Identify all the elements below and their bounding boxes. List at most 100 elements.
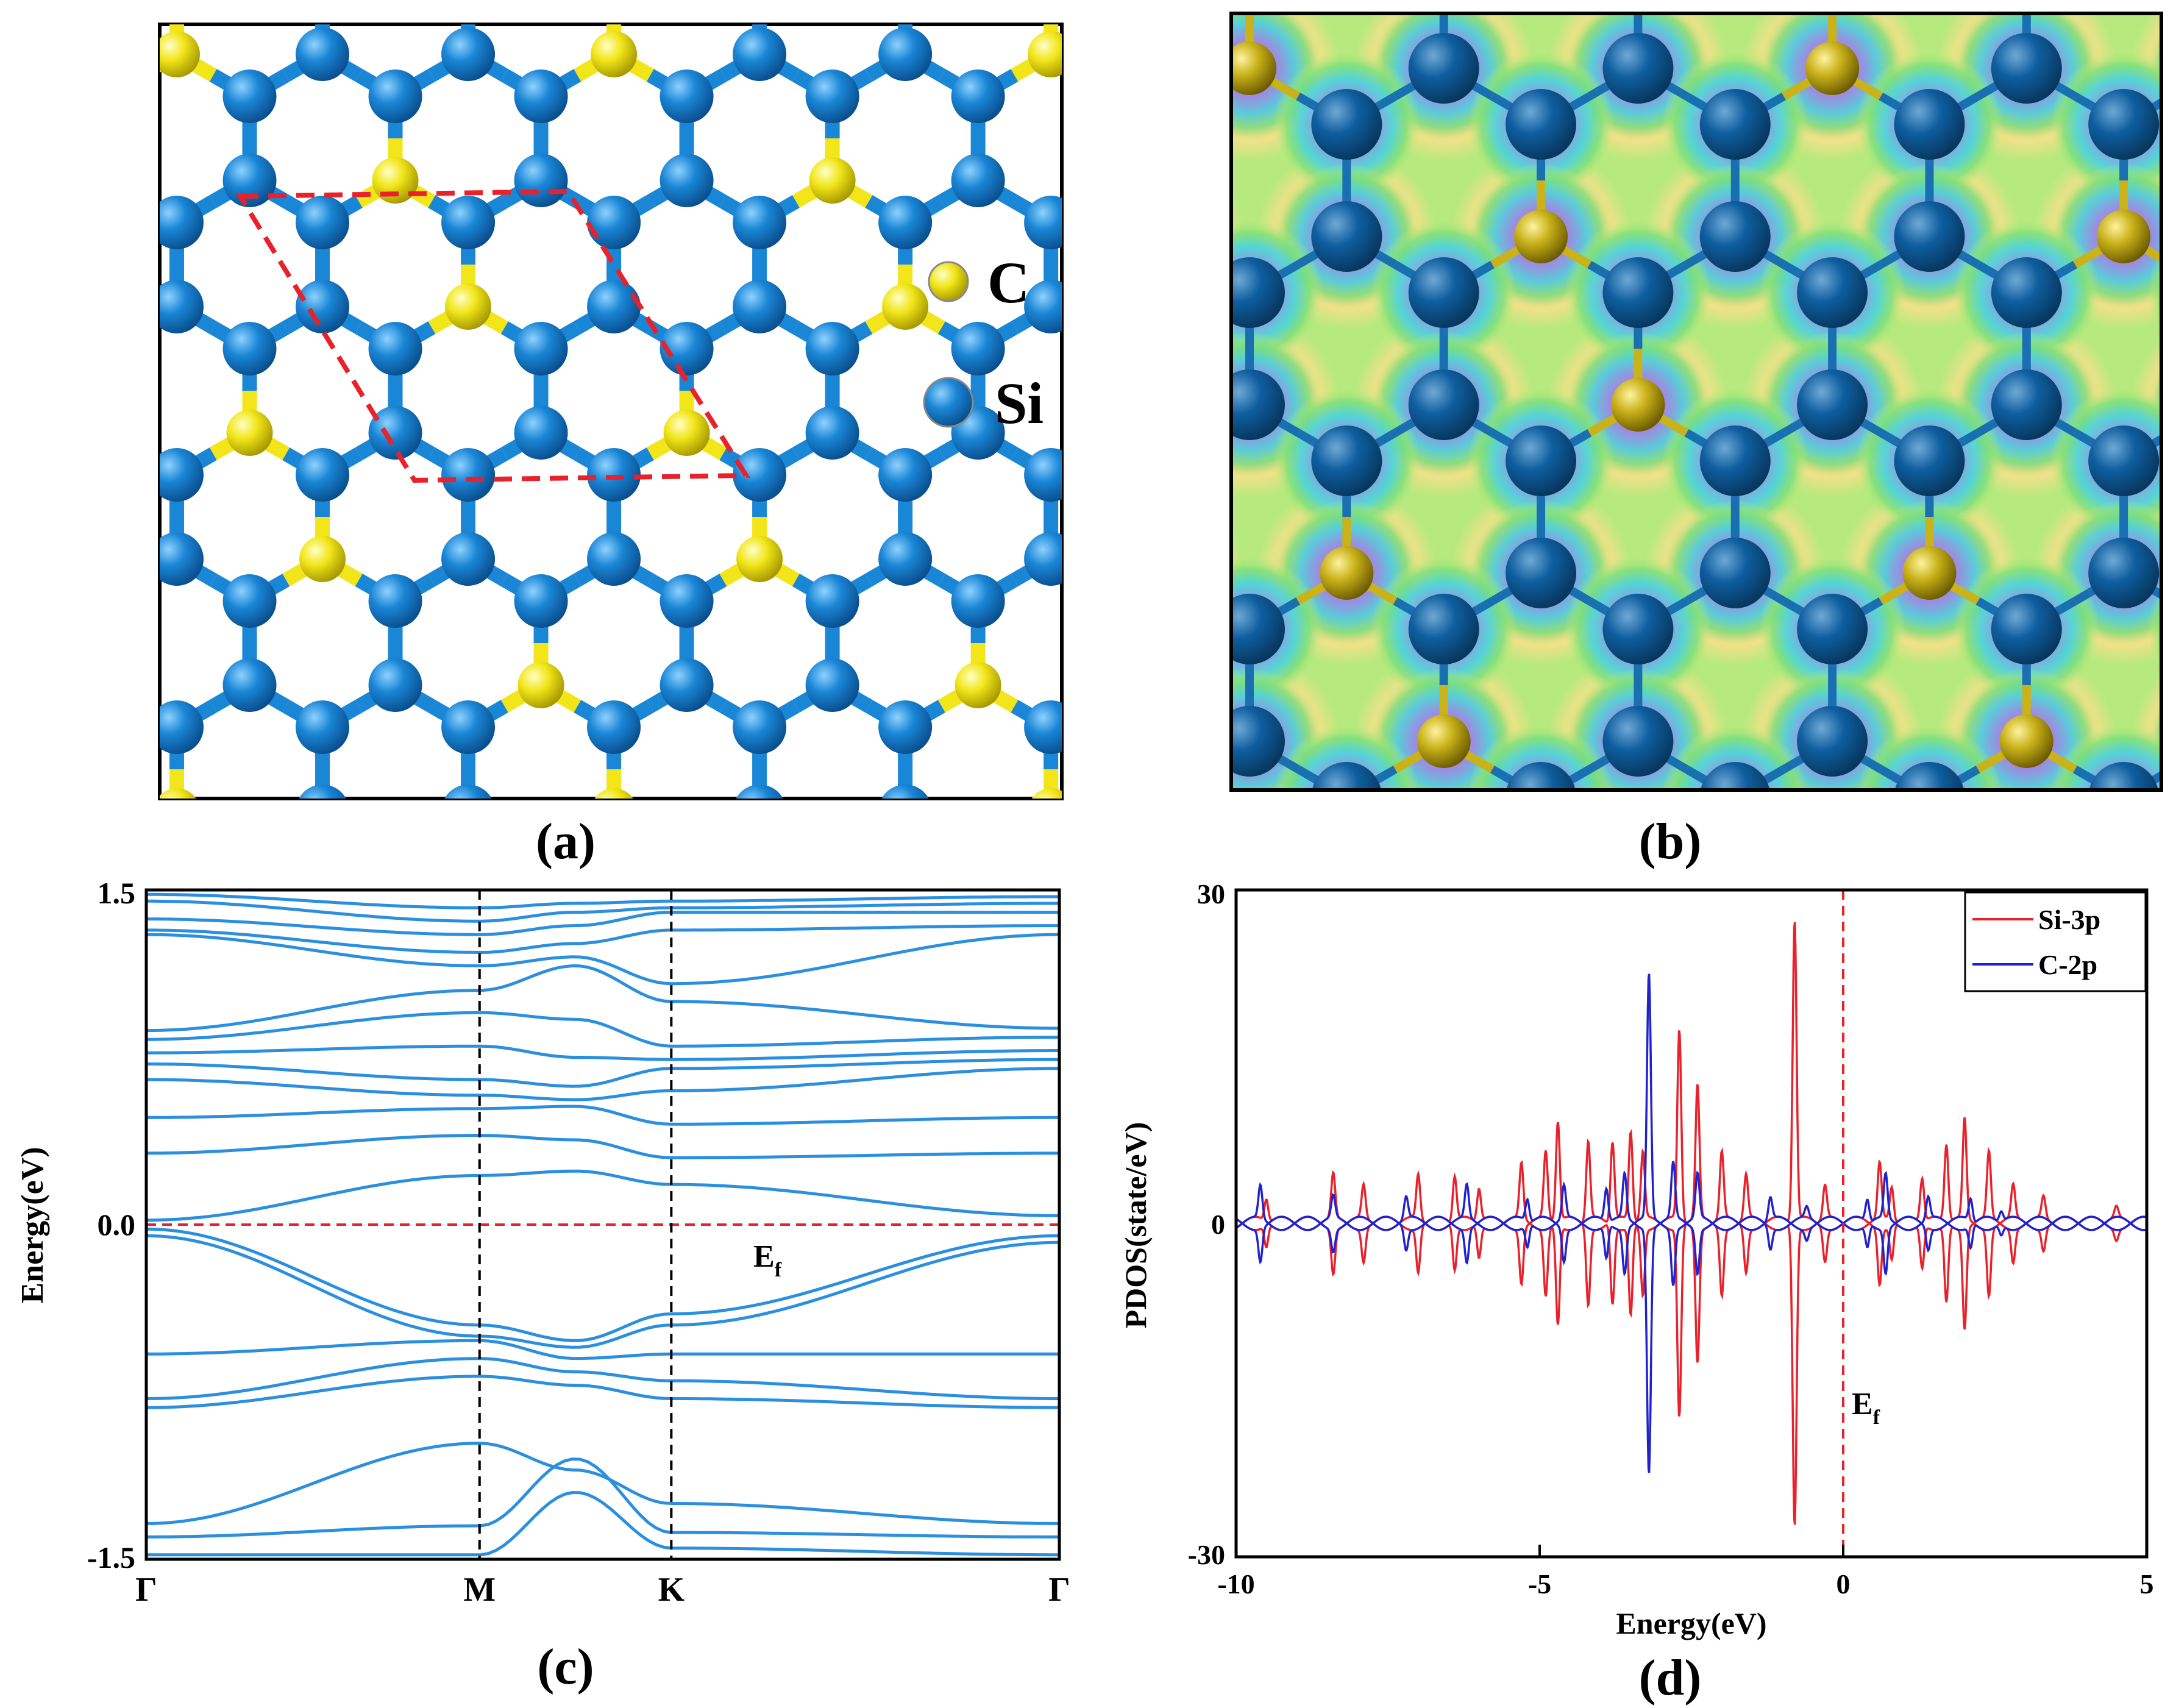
band-line xyxy=(146,1134,1059,1159)
silicon-atom xyxy=(878,448,933,502)
silicon-atom xyxy=(444,785,492,799)
carbon-atom xyxy=(1126,883,1179,936)
bond xyxy=(1160,454,1196,475)
bond xyxy=(978,833,1015,854)
bond xyxy=(1153,769,1201,797)
silicon-atom xyxy=(77,911,130,964)
carbon-atom xyxy=(1101,410,1147,456)
silicon-atom xyxy=(160,532,204,586)
silicon-atom xyxy=(587,196,641,249)
band-line xyxy=(146,1067,1059,1101)
silicon-atom xyxy=(296,280,350,333)
silicon-atom xyxy=(1097,574,1151,628)
bond xyxy=(1124,938,1161,959)
bond xyxy=(2172,938,2176,966)
silicon-atom xyxy=(4,785,58,838)
bond xyxy=(1196,706,1233,728)
band-line xyxy=(146,924,1059,955)
band-ytick-zero: 0.0 xyxy=(98,1208,136,1242)
pdos-curve-c-2p xyxy=(1236,1222,2147,1473)
bond xyxy=(833,833,869,854)
band-ytick-bottom: -1.5 xyxy=(87,1540,135,1575)
silicon-atom xyxy=(441,27,496,81)
silicon-atom xyxy=(1991,369,2062,440)
silicon-atom xyxy=(2088,538,2160,608)
silicon-atom xyxy=(951,322,1005,375)
silicon-atom xyxy=(369,827,422,880)
bond xyxy=(1160,202,1196,223)
bond xyxy=(1087,938,1124,959)
bond xyxy=(1342,811,1379,833)
bond xyxy=(1087,433,1124,454)
bond xyxy=(1104,909,1153,938)
carbon-atom xyxy=(809,157,856,204)
band-line xyxy=(146,1442,1059,1525)
bond xyxy=(104,328,140,349)
silicon-atom xyxy=(1312,762,1382,790)
carbon-atom xyxy=(517,662,564,708)
silicon-atom xyxy=(77,1079,130,1133)
bond xyxy=(1087,1085,1124,1106)
panel-b-label: (b) xyxy=(1639,813,1702,870)
band-line xyxy=(146,1339,1059,1361)
atoms xyxy=(4,27,1223,1133)
silicon-atom xyxy=(77,69,130,123)
silicon-atom xyxy=(660,69,714,123)
atom-halo xyxy=(1468,724,1614,790)
band-line xyxy=(146,1011,1059,1048)
band-line xyxy=(146,1234,1059,1349)
unit-cell-outline xyxy=(235,188,751,483)
atom-halo xyxy=(1079,163,1226,310)
pdos-lines xyxy=(1236,922,2147,1525)
bond xyxy=(213,833,250,854)
bond xyxy=(104,580,140,602)
silicon-atom xyxy=(368,322,422,375)
silicon-atom xyxy=(660,658,714,712)
band-line xyxy=(146,1490,1059,1557)
silicon-atom xyxy=(878,532,933,586)
pdos-xlabel: Energy(eV) xyxy=(1616,1606,1766,1640)
silicon-atom xyxy=(1602,33,1674,104)
band-line xyxy=(146,933,1059,986)
silicon-atom xyxy=(660,322,714,375)
silicon-atom xyxy=(296,196,350,249)
silicon-atom xyxy=(1024,700,1062,754)
bond xyxy=(68,328,104,349)
bond xyxy=(905,811,942,833)
bond xyxy=(104,433,140,454)
silicon-atom xyxy=(951,827,1005,880)
bond xyxy=(2172,1078,2176,1106)
silicon-atom xyxy=(1231,369,1285,440)
atom-halo xyxy=(1079,836,1226,983)
silicon-atom xyxy=(296,700,350,754)
bond xyxy=(1306,811,1342,833)
charge-region xyxy=(1231,192,1244,285)
silicon-atom xyxy=(1506,425,1577,496)
bond xyxy=(1104,769,1153,797)
silicon-atom xyxy=(1117,538,1188,608)
bond xyxy=(1160,54,1196,76)
silicon-atom xyxy=(296,27,350,81)
band-line xyxy=(146,892,1059,909)
silicon-atom xyxy=(1797,257,1868,328)
atom-halo xyxy=(2147,892,2176,1039)
bond xyxy=(1055,1078,1104,1106)
silicon-atom xyxy=(1894,89,1965,160)
silicon-atom xyxy=(77,322,130,375)
silicon-atom xyxy=(733,700,787,754)
bond xyxy=(68,833,104,854)
silicon-atom xyxy=(1024,196,1062,249)
bond xyxy=(396,833,432,854)
bond xyxy=(286,811,322,833)
carbon-atom xyxy=(1031,788,1062,799)
carbon-atom xyxy=(591,31,638,77)
band-line xyxy=(146,1169,1059,1222)
silicon-atom xyxy=(4,953,58,1006)
silicon-atom xyxy=(1408,594,1479,664)
silicon-atom xyxy=(222,69,277,123)
carbon-atom xyxy=(1028,31,1062,77)
bond xyxy=(250,833,286,854)
bond xyxy=(468,811,505,833)
silicon-atom xyxy=(1170,448,1223,502)
pdos-ylabel: PDOS(state/eV) xyxy=(1118,1122,1153,1329)
